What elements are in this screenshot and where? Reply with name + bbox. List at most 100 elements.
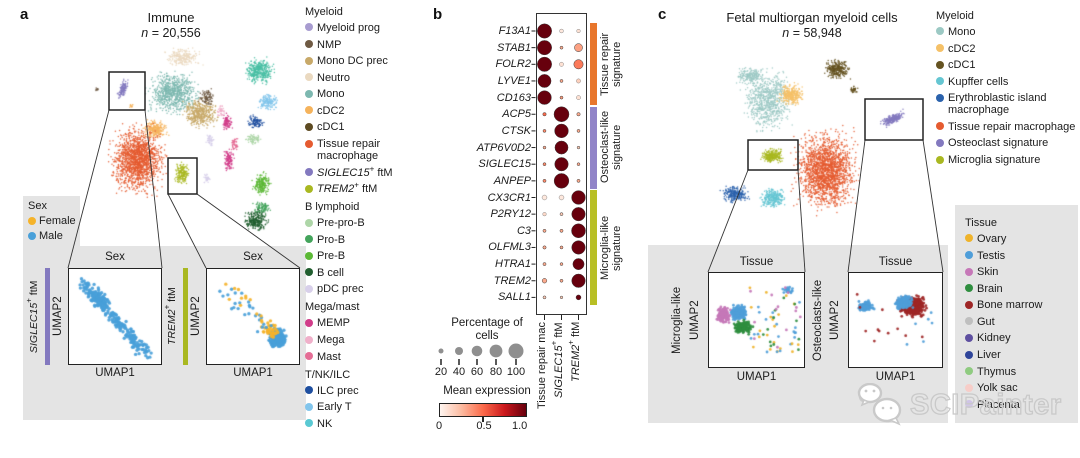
legend-item-label: cDC2 bbox=[948, 42, 976, 55]
legend-item-label: pDC prec bbox=[317, 283, 364, 296]
color-legend-title: Mean expression bbox=[443, 385, 531, 397]
legend-item-label: Pre-B bbox=[317, 250, 346, 263]
legend-color-dot bbox=[305, 168, 313, 177]
panel-a-cell-type-legend: Myeloid Myeloid prog NMP Mono DC prec Neutro… bbox=[305, 0, 433, 434]
legend-item-label: Thymus bbox=[977, 365, 1017, 378]
legend-item-label: Erythroblastic island macrophage bbox=[948, 92, 1047, 117]
inset-c1-title: Tissue bbox=[739, 256, 774, 268]
gene-label-C3: C3 bbox=[516, 224, 531, 237]
legend-item-label: cDC2 bbox=[317, 104, 345, 117]
legend-item-label: Ovary bbox=[977, 232, 1007, 245]
legend-item-label: Brain bbox=[977, 282, 1003, 295]
inset-a2-x-axis-label: UMAP1 bbox=[233, 367, 273, 379]
panel-a-label: a bbox=[20, 6, 29, 23]
colorbar-tick-0: 0 bbox=[436, 420, 443, 432]
legend-item-label: Mega bbox=[317, 334, 345, 346]
legend-color-dot bbox=[936, 60, 944, 69]
legend-item-label: Mono bbox=[317, 88, 345, 101]
legend-color-dot bbox=[965, 284, 973, 293]
colorbar-tick-10: 1.0 bbox=[512, 420, 528, 432]
legend-item-label: Tissue repair macrophage bbox=[948, 120, 1076, 133]
mean-expression-colorbar bbox=[439, 403, 527, 417]
legend-item: Microglia signature bbox=[936, 154, 1078, 166]
legend-section-heading: B lymphoid bbox=[305, 201, 360, 214]
legend-color-dot bbox=[936, 122, 944, 131]
size-legend-title-line1: Percentage of bbox=[451, 317, 523, 329]
inset-a1-y-axis-label: UMAP2 bbox=[52, 296, 64, 337]
panel-c-myeloid-legend: Myeloid Mono cDC2 cDC1 Kupffer cells Erythrob… bbox=[936, 4, 1078, 171]
legend-item: Placenta bbox=[965, 399, 1078, 411]
legend-color-dot bbox=[965, 350, 973, 359]
inset-c2-title: Tissue bbox=[878, 256, 913, 268]
umap-plot-immune bbox=[50, 40, 310, 255]
panel-c-label: c bbox=[658, 6, 667, 23]
legend-item-label: Yolk sac bbox=[977, 382, 1018, 395]
sex-legend-heading: Sex bbox=[28, 200, 47, 212]
legend-item-label: Gut bbox=[977, 315, 995, 328]
inset-c2-y-axis-label: UMAP2 bbox=[829, 300, 841, 340]
legend-item: SIGLEC15+ ftM bbox=[305, 164, 433, 179]
sex-legend-item: Female bbox=[28, 215, 80, 227]
legend-item-label: Microglia signature bbox=[948, 154, 1041, 167]
legend-color-dot bbox=[936, 138, 944, 147]
legend-item: Skin bbox=[965, 266, 1078, 278]
legend-item: cDC1 bbox=[936, 59, 1078, 71]
wechat-icon bbox=[857, 383, 902, 426]
legend-color-dot bbox=[965, 300, 973, 309]
gene-label-SIGLEC15: SIGLEC15 bbox=[478, 158, 531, 171]
legend-item: Mast bbox=[305, 351, 433, 363]
legend-item: Ovary bbox=[965, 233, 1078, 245]
legend-color-dot bbox=[936, 93, 944, 102]
legend-item: Kidney bbox=[965, 332, 1078, 344]
legend-item: Early T bbox=[305, 401, 433, 413]
legend-item: cDC2 bbox=[305, 105, 433, 117]
gene-label-LYVE1: LYVE1 bbox=[497, 74, 531, 87]
legend-item-label: Bone marrow bbox=[977, 299, 1043, 312]
legend-section-heading: T/NK/ILC bbox=[305, 368, 351, 381]
gene-label-OLFML3: OLFML3 bbox=[488, 241, 531, 254]
legend-item-label: NMP bbox=[317, 38, 342, 51]
size-legend-dot bbox=[489, 344, 503, 358]
inset-a2-side-label: TREM2+ ftM bbox=[162, 287, 179, 346]
legend-color-dot bbox=[305, 218, 313, 227]
legend-color-dot bbox=[965, 367, 973, 376]
legend-color-dot bbox=[965, 234, 973, 243]
legend-color-dot bbox=[305, 318, 313, 327]
legend-item-label: MEMP bbox=[317, 317, 350, 330]
legend-item: Yolk sac bbox=[965, 382, 1078, 394]
gene-label-SALL1: SALL1 bbox=[497, 291, 531, 304]
legend-item: B cell bbox=[305, 267, 433, 279]
legend-item: pDC prec bbox=[305, 283, 433, 295]
legend-item: cDC2 bbox=[936, 43, 1078, 55]
size-legend-value: 80 bbox=[489, 366, 503, 378]
legend-item: NMP bbox=[305, 39, 433, 51]
legend-color-dot bbox=[305, 386, 313, 395]
gene-label-ATP6V0D2: ATP6V0D2 bbox=[476, 141, 531, 154]
legend-section-heading: Myeloid bbox=[305, 6, 343, 18]
size-legend-value: 40 bbox=[452, 366, 466, 378]
legend-item-label: Pre-pro-B bbox=[317, 217, 365, 230]
size-legend-title-line2: cells bbox=[475, 330, 499, 342]
legend-color-dot bbox=[965, 317, 973, 326]
gene-label-HTRA1: HTRA1 bbox=[494, 258, 531, 271]
signature-label-tissue-repair: Tissue repair signature bbox=[599, 32, 623, 96]
legend-item: Mono bbox=[936, 26, 1078, 38]
legend-item: Pro-B bbox=[305, 234, 433, 246]
inset-a1-title: Sex bbox=[105, 251, 125, 263]
legend-item-label: ILC prec bbox=[317, 384, 359, 397]
legend-item-label: Kidney bbox=[977, 332, 1011, 345]
legend-color-dot bbox=[305, 335, 313, 344]
legend-item-label: Mast bbox=[317, 350, 341, 363]
legend-item-label: Myeloid prog bbox=[317, 21, 380, 34]
legend-item: Mono DC prec bbox=[305, 55, 433, 67]
legend-item-label: Liver bbox=[977, 349, 1001, 362]
legend-color-dot bbox=[305, 106, 313, 115]
legend-item: Kupffer cells bbox=[936, 76, 1078, 88]
legend-item-label: cDC1 bbox=[317, 121, 345, 134]
inset-a1-side-label: SIGLEC15+ ftM bbox=[24, 280, 41, 353]
legend-item: Neutro bbox=[305, 72, 433, 84]
legend-color-dot bbox=[305, 139, 313, 148]
legend-color-dot bbox=[305, 40, 313, 49]
legend-item-label: Skin bbox=[977, 266, 999, 279]
colorbar-tick-05: 0.5 bbox=[476, 420, 492, 432]
